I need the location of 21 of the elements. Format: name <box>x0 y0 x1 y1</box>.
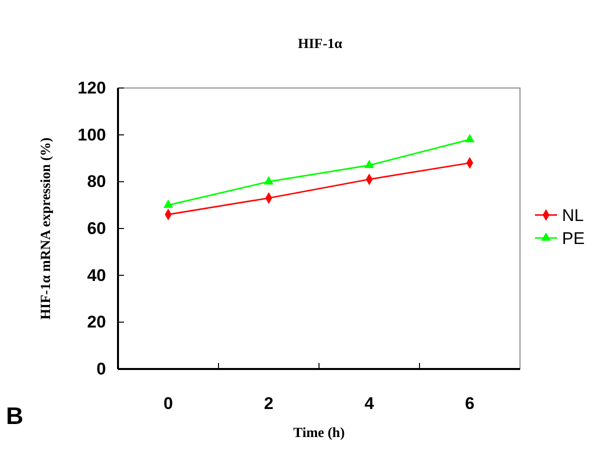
text: B <box>6 403 24 430</box>
y-tick-label: 0 <box>96 359 106 378</box>
y-axis-title: HIF-1α mRNA expression (%) <box>39 137 54 320</box>
point <box>364 160 374 168</box>
x-axis-title: Time (h) <box>293 426 346 441</box>
legend-label: NL <box>562 206 584 225</box>
x-tick-label: 4 <box>364 394 375 413</box>
y-tick-label: 80 <box>87 172 106 192</box>
y-tick-label: 20 <box>87 312 106 332</box>
y-tick-label: 120 <box>78 78 106 98</box>
y-tick-label: 100 <box>78 125 106 144</box>
x-tick-label: 2 <box>264 394 274 413</box>
point <box>464 134 475 142</box>
point <box>163 200 174 208</box>
x-tick-label: 6 <box>465 394 474 413</box>
y-tick-label: 40 <box>87 266 106 285</box>
chart-title: HIF-1α <box>298 37 342 52</box>
y-tick-label: 60 <box>87 218 106 238</box>
point <box>264 176 274 184</box>
x-tick-label: 0 <box>164 394 173 413</box>
legend-label: PE <box>562 229 585 248</box>
